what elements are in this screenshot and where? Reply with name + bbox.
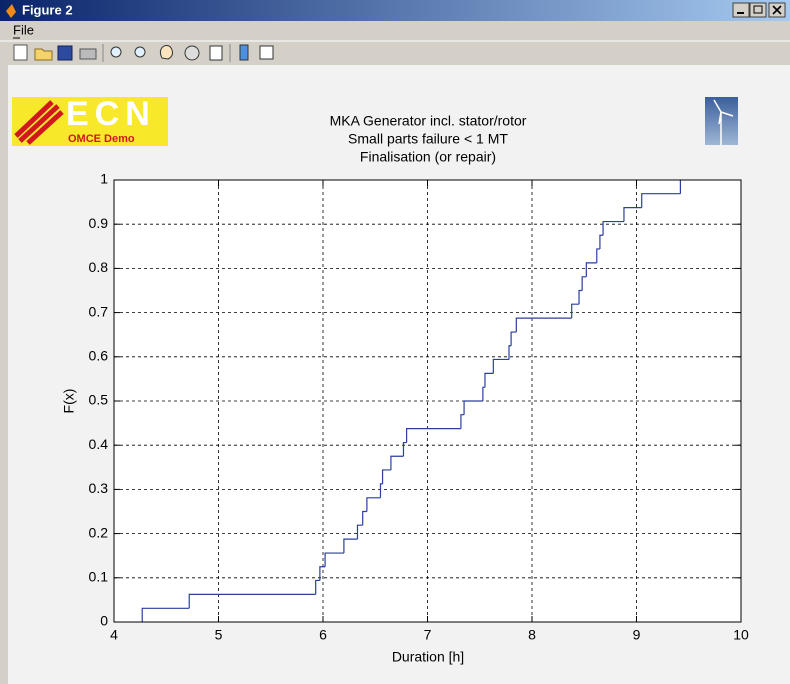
- cdf-step: [484, 372, 494, 388]
- zoom-out-icon[interactable]: [134, 46, 146, 58]
- cdf-step: [623, 207, 642, 222]
- y-tick-label: 0: [100, 613, 108, 629]
- window-title: Figure 2: [22, 2, 73, 17]
- y-tick-label: 0.5: [89, 392, 109, 408]
- cdf-step: [581, 276, 587, 291]
- toolbar: [13, 44, 274, 62]
- menu-item[interactable]: File: [13, 22, 34, 37]
- zoom-in-icon[interactable]: [110, 46, 122, 58]
- cdf-step: [319, 566, 326, 581]
- cdf-step: [366, 497, 381, 512]
- cdf-step: [362, 510, 367, 526]
- x-tick-label: 5: [215, 627, 223, 643]
- chart-title: MKA Generator incl. stator/rotor: [330, 113, 527, 129]
- minimize-button[interactable]: [732, 2, 750, 18]
- y-tick-label: 0.1: [89, 569, 109, 585]
- cdf-step: [599, 234, 604, 249]
- cdf-step: [508, 345, 512, 360]
- cdf-step: [578, 289, 583, 305]
- cdf-step: [482, 386, 485, 401]
- chart-title: Small parts failure < 1 MT: [348, 131, 508, 147]
- x-tick-label: 10: [733, 627, 749, 643]
- cdf-step: [141, 607, 190, 622]
- turbine-glyph: [713, 99, 734, 145]
- y-tick-label: 0.9: [89, 215, 109, 231]
- x-tick-label: 6: [319, 627, 327, 643]
- colorbar-icon[interactable]: [239, 44, 249, 61]
- x-tick-label: 9: [633, 627, 641, 643]
- y-tick-label: 1: [100, 171, 108, 187]
- cdf-step: [460, 414, 465, 429]
- cdf-step: [402, 441, 407, 457]
- cdf-step: [641, 193, 681, 208]
- y-tick-label: 0.6: [89, 348, 109, 364]
- cdf-step: [463, 400, 483, 415]
- cdf-step: [515, 317, 572, 333]
- maximize-button[interactable]: [749, 2, 767, 18]
- cdf-step: [571, 303, 580, 319]
- print-icon[interactable]: [79, 48, 97, 60]
- open-icon[interactable]: [34, 48, 53, 61]
- cdf-step: [585, 262, 597, 277]
- cdf-step: [356, 524, 363, 540]
- maximize-glyph: [753, 5, 763, 14]
- title-bar: [0, 0, 790, 21]
- logo-text: ECN: [66, 95, 156, 133]
- cdf-step: [324, 552, 344, 567]
- y-tick-label: 0.7: [89, 303, 109, 319]
- new-icon[interactable]: [13, 44, 28, 61]
- datacursor-icon[interactable]: [209, 45, 223, 61]
- matlab-icon: [6, 4, 16, 18]
- axes-box: [113, 179, 742, 623]
- chart-title: Finalisation (or repair): [360, 149, 496, 165]
- logo-mark: [14, 100, 64, 145]
- x-tick-label: 4: [110, 627, 118, 643]
- cdf-step: [188, 593, 316, 609]
- logo-subtitle: OMCE Demo: [68, 133, 135, 145]
- window-buttons[interactable]: [732, 2, 786, 18]
- cdf-step: [315, 579, 320, 595]
- cdf-step: [596, 248, 600, 263]
- cdf-step: [602, 220, 624, 236]
- y-axis-label: F(x): [61, 389, 77, 414]
- y-tick-label: 0.2: [89, 524, 109, 540]
- y-tick-label: 0.4: [89, 436, 109, 452]
- cdf-step: [492, 358, 510, 374]
- x-axis-label: Duration [h]: [392, 649, 464, 665]
- x-tick-label: 8: [528, 627, 536, 643]
- save-icon[interactable]: [57, 45, 73, 61]
- cdf-step: [379, 483, 383, 498]
- cdf-step: [390, 455, 404, 470]
- pan-icon[interactable]: [159, 45, 173, 60]
- y-tick-label: 0.8: [89, 259, 109, 275]
- cdf-step: [381, 469, 391, 484]
- legend-icon[interactable]: [259, 45, 274, 60]
- y-tick-label: 0.3: [89, 480, 109, 496]
- rotate-icon[interactable]: [184, 45, 200, 61]
- cdf-step: [343, 538, 358, 554]
- close-glyph: [772, 5, 782, 15]
- cdf-step: [406, 428, 461, 443]
- x-tick-label: 7: [424, 627, 432, 643]
- cdf-step: [510, 331, 517, 346]
